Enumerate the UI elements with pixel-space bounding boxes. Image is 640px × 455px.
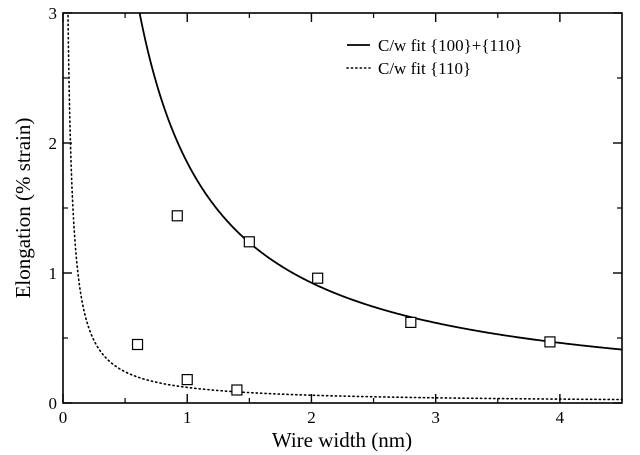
- x-tick-label: 2: [307, 408, 316, 427]
- x-tick-label: 4: [556, 408, 565, 427]
- y-axis-label: Elongation (% strain): [11, 118, 35, 299]
- tick-labels: 0 1 2 3 4 0 1 2 3: [49, 4, 565, 427]
- data-point: [181, 374, 193, 386]
- data-point: [131, 338, 144, 351]
- data-point: [544, 336, 556, 348]
- plot-frame: [62, 12, 623, 404]
- axis-ticks: [62, 12, 622, 404]
- legend-label-100-110: C/w fit {100}+{110}: [378, 36, 523, 55]
- data-point: [171, 210, 183, 222]
- data-point: [243, 236, 255, 248]
- x-axis-label: Wire width (nm): [272, 428, 412, 452]
- y-tick-label: 1: [49, 264, 58, 283]
- legend-label-110: C/w fit {110}: [378, 59, 471, 78]
- fit-curve-110: [67, 13, 623, 401]
- y-tick-label: 0: [49, 394, 58, 413]
- x-tick-label: 0: [59, 408, 68, 427]
- y-tick-label: 2: [49, 134, 58, 153]
- legend: C/w fit {100}+{110} C/w fit {110}: [346, 36, 523, 78]
- y-tick-label: 3: [49, 4, 58, 23]
- x-tick-label: 1: [183, 408, 192, 427]
- fit-curve-100-110: [138, 13, 623, 351]
- data-points: [131, 210, 556, 396]
- data-point: [312, 272, 324, 284]
- data-point: [231, 384, 243, 396]
- data-point: [405, 316, 417, 328]
- x-tick-label: 3: [431, 408, 440, 427]
